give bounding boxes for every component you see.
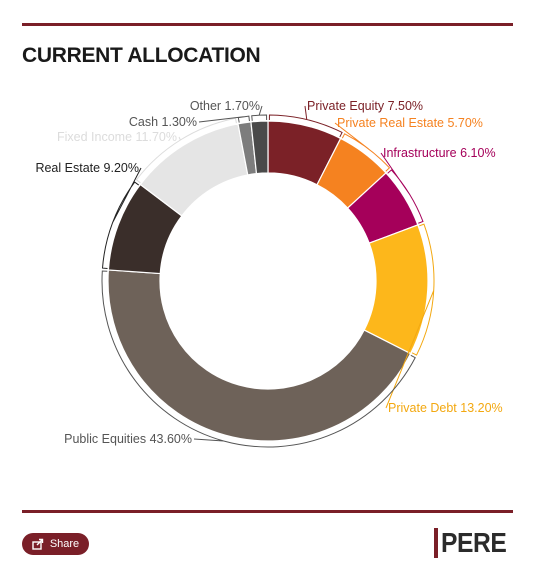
- label-public-equities: Public Equities 43.60%: [64, 432, 192, 446]
- connector-private-equity: [268, 105, 343, 138]
- pere-logo: PERE: [433, 527, 515, 559]
- label-private-debt: Private Debt 13.20%: [388, 401, 503, 415]
- slice-other[interactable]: [250, 120, 269, 175]
- label-private-real-estate: Private Real Estate 5.70%: [337, 116, 483, 130]
- label-infrastructure: Infrastructure 6.10%: [383, 146, 496, 160]
- label-other: Other 1.70%: [190, 99, 260, 113]
- label-real-estate: Real Estate 9.20%: [35, 161, 139, 175]
- connector-real-estate: [101, 167, 142, 269]
- label-cash: Cash 1.30%: [129, 115, 197, 129]
- share-icon: [32, 538, 44, 550]
- label-private-equity: Private Equity 7.50%: [307, 99, 423, 113]
- connector-private-real-estate: [334, 122, 391, 172]
- share-button[interactable]: Share: [22, 533, 89, 555]
- bottom-rule: [22, 510, 513, 513]
- connector-infrastructure: [380, 152, 424, 224]
- connector-other: [251, 105, 268, 121]
- logo-bar: [433, 528, 438, 558]
- share-label: Share: [49, 538, 80, 550]
- logo-text: PERE: [440, 527, 507, 558]
- connector-cash: [198, 115, 250, 123]
- top-rule: [22, 23, 513, 26]
- connector-fixed-income: [135, 117, 237, 184]
- connector-public-equities: [101, 270, 416, 448]
- chart-title: CURRENT ALLOCATION: [22, 44, 261, 67]
- slice-public-equities[interactable]: [107, 269, 412, 442]
- label-fixed-income: Fixed Income 11.70%: [57, 130, 177, 144]
